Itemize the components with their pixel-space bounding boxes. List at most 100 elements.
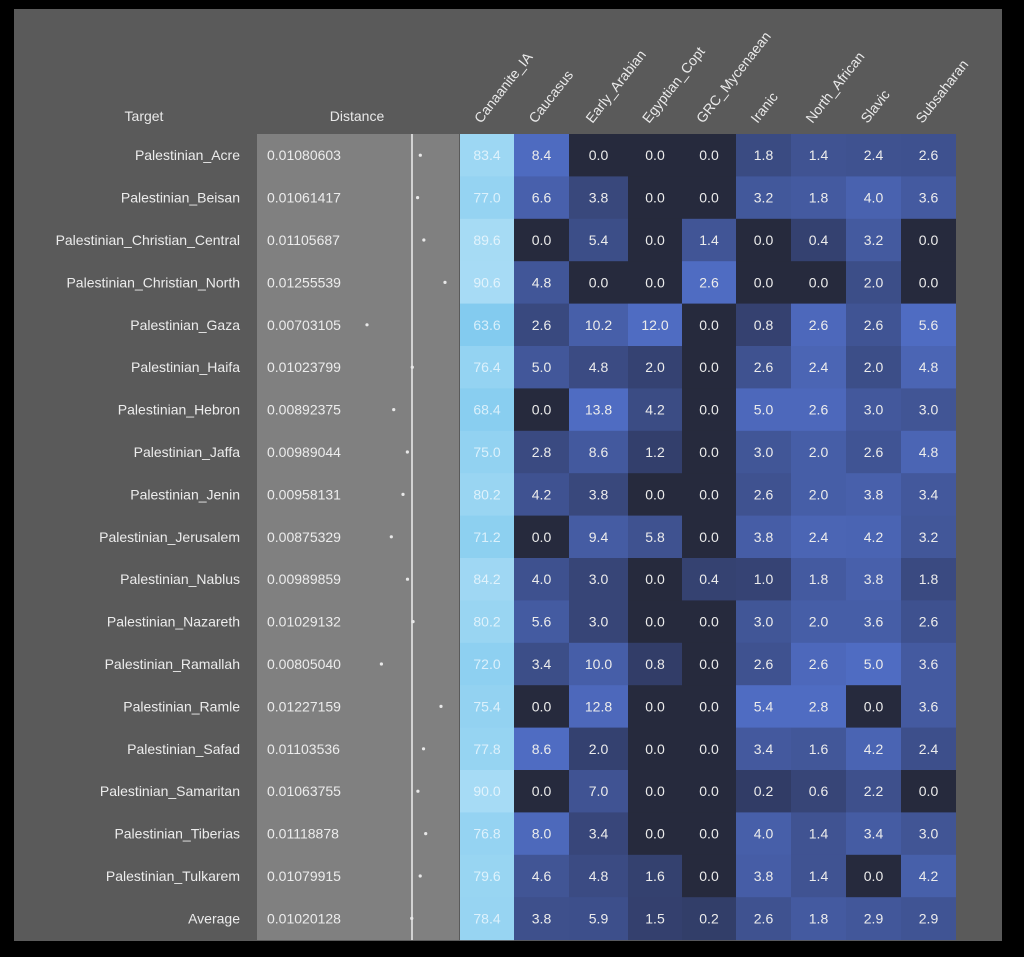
heat-cell — [846, 134, 901, 177]
heat-cell — [846, 685, 901, 729]
cell-value: 2.0 — [809, 444, 829, 460]
heat-cell — [460, 642, 514, 686]
heat-cell — [514, 685, 569, 729]
cell-value: 0.0 — [532, 529, 552, 545]
row-distance-value: 0.00989859 — [267, 571, 341, 587]
heat-cell — [460, 134, 514, 177]
cell-value: 1.4 — [809, 868, 829, 884]
heat-cell — [682, 897, 736, 941]
row-target-label: Palestinian_Acre — [135, 147, 240, 163]
cell-value: 12.8 — [585, 698, 612, 714]
heat-cell — [846, 558, 901, 601]
cell-value: 63.6 — [473, 317, 500, 333]
cell-value: 0.0 — [699, 614, 719, 630]
heat-cell — [460, 812, 514, 856]
cell-value: 2.8 — [532, 444, 552, 460]
heat-cell — [628, 515, 682, 559]
heat-cell — [628, 134, 682, 177]
cell-value: 0.8 — [645, 656, 665, 672]
cell-value: 4.2 — [532, 486, 552, 502]
heat-cell — [682, 515, 736, 559]
distance-column-bg — [257, 134, 459, 940]
heat-cell — [682, 600, 736, 644]
cell-value: 89.6 — [473, 232, 500, 248]
cell-value: 13.8 — [585, 402, 612, 418]
cell-value: 4.0 — [532, 571, 552, 587]
row-target-label: Palestinian_Gaza — [130, 317, 240, 333]
cell-value: 0.6 — [809, 783, 829, 799]
cell-value: 2.9 — [864, 910, 884, 926]
distance-dot — [418, 874, 422, 878]
heat-cell — [791, 897, 846, 941]
cell-value: 2.6 — [754, 656, 774, 672]
cell-value: 2.2 — [864, 783, 884, 799]
cell-value: 4.8 — [919, 359, 939, 375]
cell-value: 3.4 — [754, 741, 774, 757]
distance-dot — [421, 747, 426, 751]
row-target-label: Palestinian_Jenin — [130, 486, 240, 502]
heat-cell — [628, 685, 682, 729]
heat-cell — [514, 770, 569, 813]
cell-value: 3.0 — [919, 402, 939, 418]
row-distance-value: 0.01255539 — [267, 274, 341, 290]
distance-dot — [422, 238, 426, 242]
cell-value: 0.0 — [645, 190, 665, 206]
distance-dot — [439, 704, 443, 709]
cell-value: 0.0 — [919, 274, 939, 290]
row-distance-value: 0.01079915 — [267, 868, 341, 884]
cell-value: 0.4 — [809, 232, 829, 248]
cell-value: 1.6 — [645, 868, 665, 884]
heat-cell — [901, 727, 956, 771]
cell-value: 3.0 — [919, 826, 939, 842]
row-target-label: Palestinian_Nazareth — [107, 614, 240, 630]
heat-cell — [460, 176, 514, 220]
heat-cell — [846, 218, 901, 262]
heat-cell — [736, 473, 791, 517]
heat-cell — [901, 388, 956, 432]
heat-cell — [846, 770, 901, 813]
cell-value: 4.8 — [532, 274, 552, 290]
cell-value: 3.6 — [864, 614, 884, 630]
cell-value: 80.2 — [473, 486, 500, 502]
heat-cell — [460, 303, 514, 347]
heat-cell — [460, 473, 514, 517]
heat-cell — [628, 812, 682, 856]
heat-cell — [736, 303, 791, 347]
heat-cell — [569, 642, 628, 686]
heat-cell — [846, 600, 901, 644]
cell-value: 0.0 — [754, 232, 774, 248]
cell-value: 7.0 — [589, 783, 609, 799]
cell-value: 2.6 — [809, 402, 829, 418]
cell-value: 2.6 — [809, 656, 829, 672]
heat-cell — [791, 176, 846, 220]
heat-cell — [736, 176, 791, 220]
heat-cell — [736, 218, 791, 262]
cell-value: 8.0 — [532, 826, 552, 842]
heat-cell — [682, 218, 736, 262]
cell-value: 5.4 — [754, 698, 774, 714]
cell-value: 0.0 — [699, 190, 719, 206]
cell-value: 5.0 — [754, 402, 774, 418]
cell-value: 5.0 — [864, 656, 884, 672]
heat-cell — [846, 261, 901, 305]
cell-value: 0.0 — [919, 232, 939, 248]
heat-cell — [791, 388, 846, 432]
cell-value: 1.2 — [645, 444, 665, 460]
cell-value: 0.0 — [645, 486, 665, 502]
row-distance-value: 0.01227159 — [267, 698, 341, 714]
heat-cell — [682, 134, 736, 177]
heat-cell — [569, 558, 628, 601]
heat-cell — [901, 346, 956, 389]
cell-value: 0.0 — [645, 274, 665, 290]
cell-value: 1.8 — [809, 910, 829, 926]
cell-value: 77.8 — [473, 741, 500, 757]
cell-value: 90.6 — [473, 274, 500, 290]
cell-value: 80.2 — [473, 614, 500, 630]
heat-cell — [791, 727, 846, 771]
row-target-label: Palestinian_Ramallah — [105, 656, 240, 672]
cell-value: 1.5 — [645, 910, 665, 926]
cell-value: 5.6 — [919, 317, 939, 333]
distance-dot — [410, 365, 414, 369]
heat-cell — [736, 685, 791, 729]
heat-cell — [628, 854, 682, 898]
